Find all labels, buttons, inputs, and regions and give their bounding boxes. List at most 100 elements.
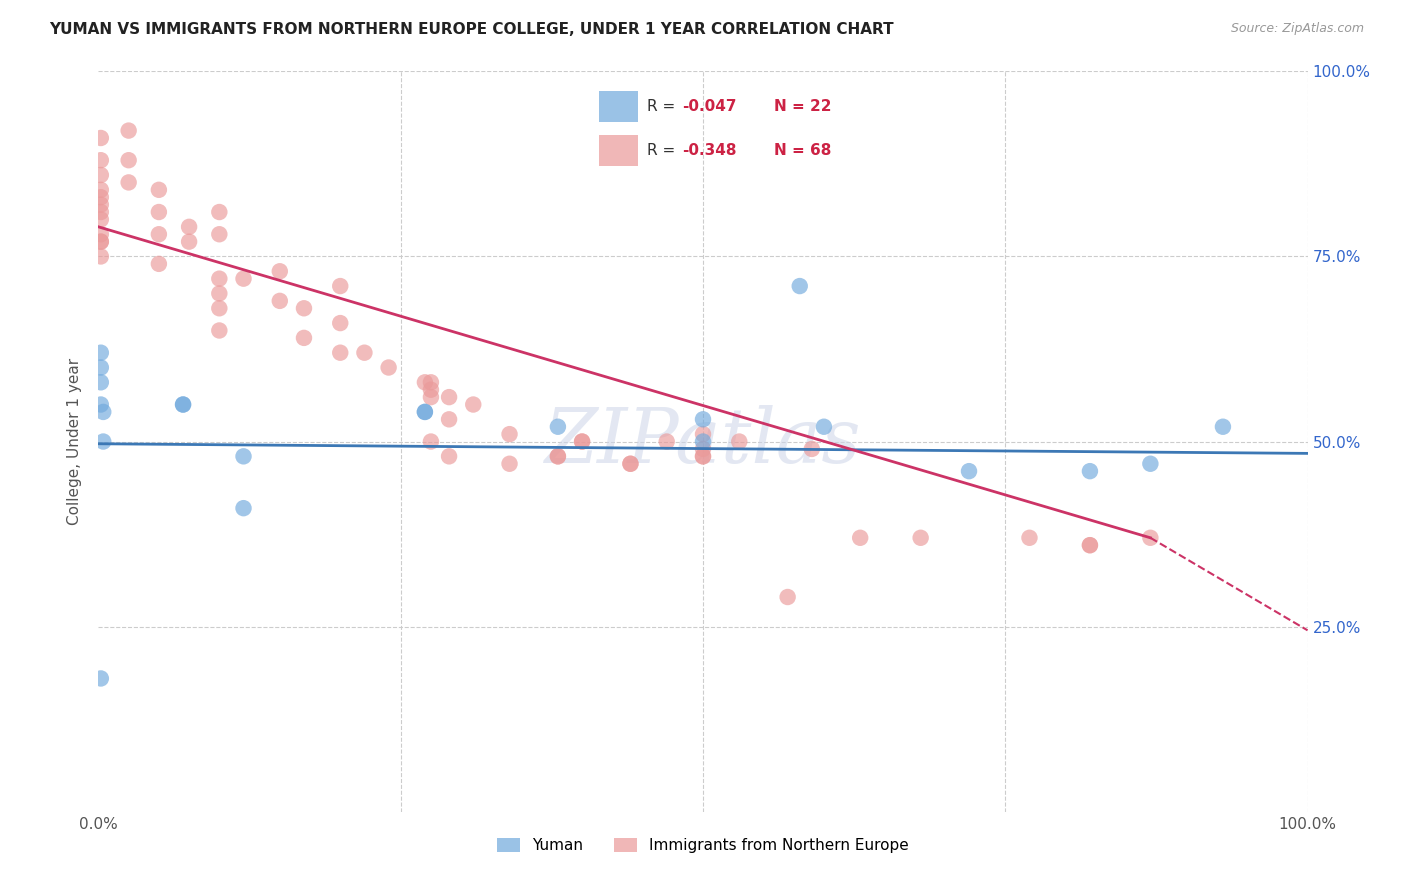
Point [329, 316, 352, 330]
Point [692, 450, 714, 464]
Point [420, 376, 443, 390]
Point [90, 235, 112, 249]
Text: Source: ZipAtlas.com: Source: ZipAtlas.com [1230, 22, 1364, 36]
Point [90, 131, 112, 145]
Text: N = 22: N = 22 [773, 99, 831, 114]
Point [90, 227, 112, 242]
Point [547, 450, 569, 464]
Point [208, 324, 231, 338]
Point [208, 271, 231, 285]
Point [91, 405, 114, 419]
Bar [599, 91, 638, 122]
Point [208, 301, 231, 316]
Point [420, 434, 443, 449]
Point [90, 212, 112, 227]
Point [269, 264, 291, 278]
Point [728, 434, 751, 449]
Point [172, 398, 194, 412]
Y-axis label: College, Under 1 year: College, Under 1 year [67, 358, 83, 525]
Text: -0.047: -0.047 [682, 99, 737, 114]
Point [148, 227, 170, 242]
Point [463, 398, 485, 412]
Point [232, 450, 254, 464]
Point [1212, 419, 1234, 434]
Point [437, 412, 460, 426]
Point [957, 464, 980, 478]
Point [148, 257, 170, 271]
Text: ZIPatlas: ZIPatlas [544, 405, 862, 478]
Point [118, 123, 141, 137]
Point [90, 345, 112, 359]
Point [1139, 457, 1161, 471]
Point [619, 457, 641, 471]
Point [692, 442, 714, 456]
Point [420, 383, 443, 397]
Point [849, 531, 872, 545]
Point [172, 398, 194, 412]
Point [179, 235, 201, 249]
Point [90, 398, 112, 412]
Point [413, 405, 436, 419]
Point [1078, 538, 1101, 552]
Point [329, 345, 352, 359]
Point [90, 360, 112, 375]
Point [269, 293, 291, 308]
Text: YUMAN VS IMMIGRANTS FROM NORTHERN EUROPE COLLEGE, UNDER 1 YEAR CORRELATION CHART: YUMAN VS IMMIGRANTS FROM NORTHERN EUROPE… [49, 22, 894, 37]
Point [90, 190, 112, 204]
Point [90, 250, 112, 264]
Point [619, 457, 641, 471]
Point [1139, 531, 1161, 545]
Point [377, 360, 399, 375]
Point [789, 279, 811, 293]
Point [776, 590, 799, 604]
Point [692, 434, 714, 449]
Bar [599, 136, 638, 166]
Point [413, 376, 436, 390]
Point [413, 405, 436, 419]
Point [118, 153, 141, 168]
Point [910, 531, 932, 545]
Point [292, 331, 315, 345]
Point [1078, 464, 1101, 478]
Point [692, 427, 714, 442]
Point [118, 175, 141, 190]
Text: -0.348: -0.348 [682, 144, 737, 158]
Point [232, 271, 254, 285]
Point [813, 419, 835, 434]
Point [437, 450, 460, 464]
Point [90, 376, 112, 390]
Point [800, 442, 823, 456]
Point [353, 345, 375, 359]
Point [547, 450, 569, 464]
Point [571, 434, 593, 449]
Point [179, 219, 201, 234]
Point [1018, 531, 1040, 545]
Point [208, 205, 231, 219]
Point [692, 450, 714, 464]
Point [90, 183, 112, 197]
Point [208, 227, 231, 242]
Point [1078, 538, 1101, 552]
Point [547, 419, 569, 434]
Point [90, 672, 112, 686]
Point [571, 434, 593, 449]
Point [90, 168, 112, 182]
Point [232, 501, 254, 516]
Legend: Yuman, Immigrants from Northern Europe: Yuman, Immigrants from Northern Europe [491, 832, 915, 860]
Text: R =: R = [647, 99, 679, 114]
Point [329, 279, 352, 293]
Point [498, 427, 520, 442]
Point [148, 183, 170, 197]
Point [148, 205, 170, 219]
Point [90, 235, 112, 249]
Point [91, 434, 114, 449]
Point [437, 390, 460, 404]
Text: N = 68: N = 68 [773, 144, 831, 158]
Text: R =: R = [647, 144, 679, 158]
Point [90, 153, 112, 168]
Point [420, 390, 443, 404]
Point [208, 286, 231, 301]
Point [90, 205, 112, 219]
Point [655, 434, 678, 449]
Point [90, 197, 112, 211]
